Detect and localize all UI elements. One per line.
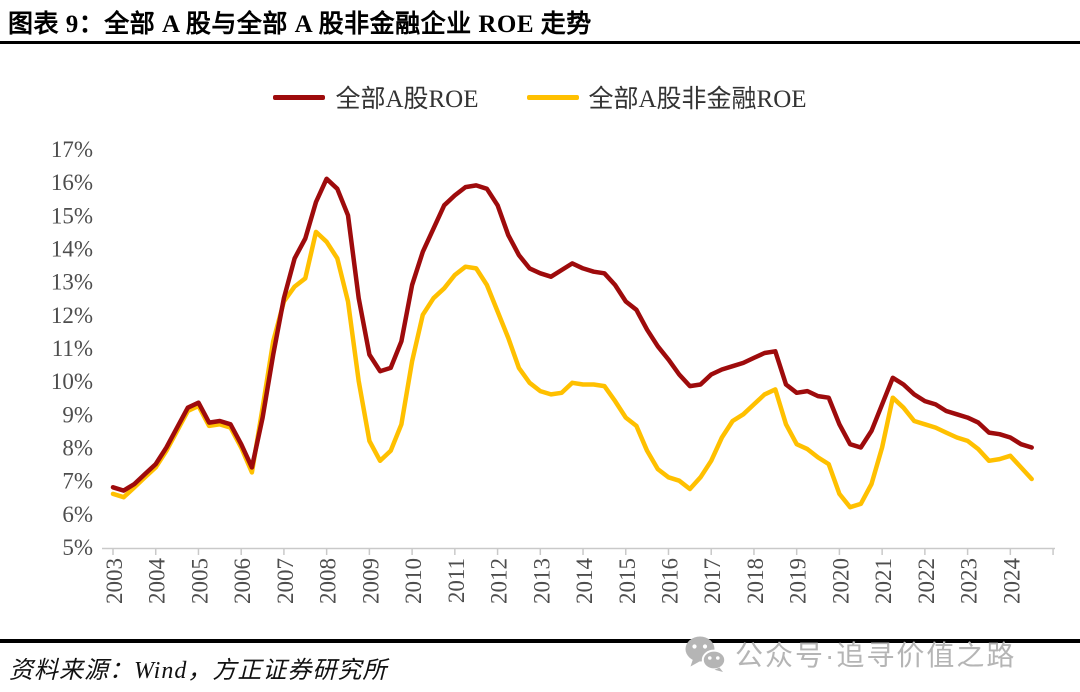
y-axis-label: 13% (51, 270, 93, 295)
page-title: 图表 9：全部 A 股与全部 A 股非金融企业 ROE 走势 (8, 11, 592, 38)
x-axis-label: 2007 (273, 558, 298, 604)
all-a-roe-line (110, 176, 1034, 493)
x-axis-label: 2022 (914, 558, 939, 604)
x-axis-label: 2004 (145, 558, 170, 605)
all-a-roe-line-swatch (273, 94, 326, 100)
y-axis-label: 5% (62, 535, 93, 560)
y-axis-label: 14% (51, 236, 93, 261)
wechat-icon (685, 636, 726, 672)
x-axis-label: 2010 (401, 558, 426, 604)
x-axis-label: 2018 (743, 558, 768, 604)
y-axis-label: 12% (51, 303, 93, 328)
y-axis-label: 16% (51, 170, 93, 195)
y-axis-label: 6% (62, 502, 93, 527)
watermark: 公众号·追寻价值之路 (684, 634, 1016, 674)
footer-rule (0, 639, 1080, 643)
y-axis-label: 8% (62, 435, 93, 460)
x-axis-label: 2020 (828, 558, 853, 604)
x-axis-label: 2021 (871, 558, 896, 604)
legend-item-non-financial-roe: 全部A股非金融ROE (526, 79, 807, 115)
chart-legend: 全部A股ROE 全部A股非金融ROE (0, 79, 1080, 115)
y-axis-label: 17% (51, 137, 93, 162)
y-axis-label: 15% (51, 203, 93, 228)
x-axis-label: 2006 (230, 558, 255, 604)
x-axis-label: 2008 (316, 558, 341, 604)
header-rule (0, 41, 1080, 44)
y-axis-label: 11% (52, 336, 93, 361)
x-axis-label: 2024 (999, 558, 1024, 605)
x-axis-label: 2012 (487, 558, 512, 604)
non-financial-roe-line-swatch (526, 94, 579, 100)
x-axis-label: 2014 (572, 558, 597, 605)
x-axis-label: 2019 (786, 558, 811, 604)
x-axis-label: 2011 (444, 558, 469, 603)
legend-label-non-financial-roe: 全部A股非金融ROE (588, 86, 807, 113)
source-note: 资料来源：Wind，方正证券研究所 (9, 658, 388, 684)
legend-item-all-a-roe: 全部A股ROE (273, 79, 479, 115)
y-axis-label: 7% (62, 469, 93, 494)
legend-label-all-a-roe: 全部A股ROE (335, 86, 479, 113)
x-axis-label: 2005 (187, 558, 212, 604)
x-axis-label: 2017 (700, 558, 725, 604)
y-axis-label: 9% (62, 402, 93, 427)
watermark-text: 公众号·追寻价值之路 (735, 640, 1017, 671)
x-axis-label: 2016 (657, 558, 682, 604)
y-axis-label: 10% (51, 369, 93, 394)
x-axis-label: 2003 (102, 558, 127, 604)
x-axis-label: 2009 (358, 558, 383, 604)
x-axis-label: 2023 (957, 558, 982, 604)
x-axis-label: 2015 (615, 558, 640, 604)
x-axis-label: 2013 (529, 558, 554, 604)
